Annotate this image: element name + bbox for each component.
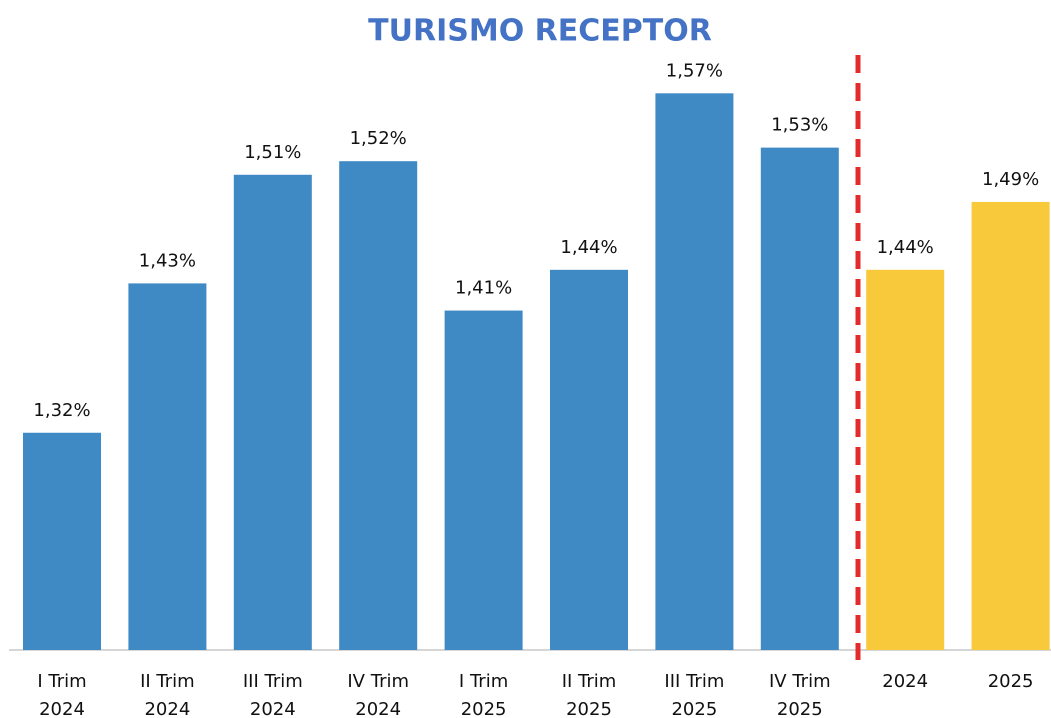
x-tick-label: I Trim <box>459 671 508 692</box>
bar <box>655 93 734 651</box>
value-label: 1,44% <box>877 237 934 258</box>
x-tick-label: 2025 <box>671 699 717 718</box>
value-label: 1,51% <box>244 142 301 163</box>
x-tick-label: 2024 <box>882 671 928 692</box>
bar <box>128 283 207 650</box>
bar <box>866 269 945 650</box>
bar <box>339 161 418 650</box>
chart-title: TURISMO RECEPTOR <box>368 14 712 49</box>
value-label: 1,57% <box>666 60 723 81</box>
bar <box>760 147 839 650</box>
value-label: 1,43% <box>139 250 196 271</box>
x-tick-label: 2024 <box>355 699 401 718</box>
bar <box>971 201 1050 650</box>
value-label: 1,32% <box>33 400 90 421</box>
x-tick-label: III Trim <box>243 671 303 692</box>
bar <box>23 432 101 650</box>
bar <box>444 310 523 650</box>
x-tick-label: II Trim <box>562 671 617 692</box>
x-tick-label: IV Trim <box>769 671 831 692</box>
x-tick-label: 2024 <box>250 699 296 718</box>
x-tick-label: IV Trim <box>347 671 409 692</box>
x-tick-label: 2025 <box>461 699 507 718</box>
bar <box>233 174 312 650</box>
x-tick-label: 2024 <box>39 699 85 718</box>
value-label: 1,41% <box>455 278 512 299</box>
value-label: 1,44% <box>560 237 617 258</box>
bar <box>550 269 628 650</box>
x-tick-label: II Trim <box>140 671 195 692</box>
x-tick-label: 2024 <box>144 699 190 718</box>
x-tick-label: III Trim <box>664 671 724 692</box>
value-label: 1,52% <box>350 128 407 149</box>
x-tick-label: I Trim <box>37 671 86 692</box>
x-tick-label: 2025 <box>988 671 1034 692</box>
x-tick-label: 2025 <box>777 699 823 718</box>
value-label: 1,49% <box>982 169 1039 190</box>
value-label: 1,53% <box>771 115 828 136</box>
x-tick-label: 2025 <box>566 699 612 718</box>
